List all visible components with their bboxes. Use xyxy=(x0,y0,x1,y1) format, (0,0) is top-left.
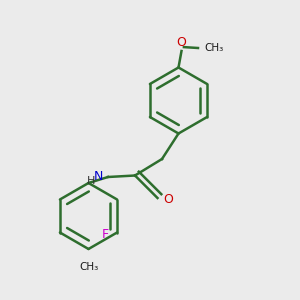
Text: F: F xyxy=(102,227,109,241)
Text: O: O xyxy=(163,193,173,206)
Text: O: O xyxy=(177,37,186,50)
Text: H: H xyxy=(87,176,96,187)
Text: N: N xyxy=(94,170,104,183)
Text: CH₃: CH₃ xyxy=(79,262,98,272)
Text: CH₃: CH₃ xyxy=(205,43,224,53)
